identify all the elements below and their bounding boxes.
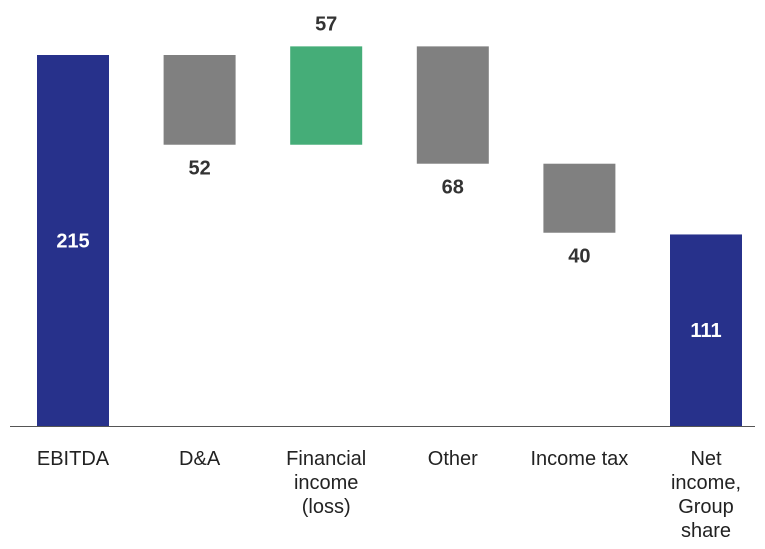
category-label-financial-income-loss: Financial income (loss) (286, 448, 366, 518)
bar-other (416, 46, 489, 164)
data-label-d-a: 52 (188, 158, 210, 180)
category-label-other: Other (428, 448, 478, 470)
data-label-ebitda: 215 (56, 231, 89, 253)
category-label-d-a: D&A (179, 448, 221, 470)
category-label-net-income-group-share: Net income, Group share (671, 448, 741, 542)
category-label-income-tax: Income tax (530, 448, 628, 470)
bar-financial-income-loss (290, 46, 363, 145)
bar-d-a (163, 55, 236, 145)
bar-ebitda (37, 55, 109, 426)
category-label-ebitda: EBITDA (37, 448, 110, 470)
data-label-other: 68 (442, 177, 464, 199)
data-label-net-income-group-share: 111 (690, 320, 721, 342)
data-label-financial-income-loss: 57 (315, 13, 337, 35)
bar-income-tax (543, 163, 616, 233)
bar-net-income-group-share (670, 234, 742, 426)
data-label-income-tax: 40 (568, 246, 590, 268)
